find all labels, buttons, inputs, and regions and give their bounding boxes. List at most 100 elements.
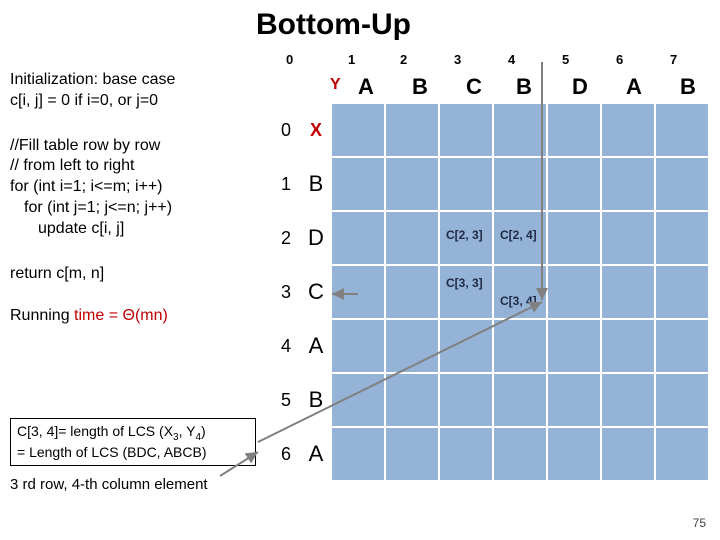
y-3: C	[466, 74, 482, 100]
y-label: Y	[330, 76, 341, 94]
init-line2: c[i, j] = 0 if i=0, or j=0	[10, 91, 260, 112]
col-idx-5: 5	[562, 52, 569, 67]
row-idx-3: 3	[272, 266, 300, 318]
cell-3-4: C[3, 4]	[494, 266, 546, 318]
x-4: A	[302, 320, 330, 372]
cell-4-1	[332, 320, 384, 372]
col-idx-2: 2	[400, 52, 407, 67]
cell-4-4	[494, 320, 546, 372]
cell-1-2	[386, 158, 438, 210]
annot-c33: C[3, 3]	[446, 276, 483, 290]
init-line1: Initialization: base case	[10, 70, 260, 91]
explain-part1: C[3, 4]= length of LCS (X	[17, 423, 173, 439]
for-i: for (int i=1; i<=m; i++)	[10, 177, 260, 198]
cell-6-6	[602, 428, 654, 480]
cell-0-7	[656, 104, 708, 156]
cell-4-5	[548, 320, 600, 372]
row-idx-0: 0	[272, 104, 300, 156]
cell-0-2	[386, 104, 438, 156]
cell-4-2	[386, 320, 438, 372]
col-index-row: 0 1 2 3 4 5 6 7	[272, 52, 710, 74]
x-5: B	[302, 374, 330, 426]
cell-1-3	[440, 158, 492, 210]
y-7: B	[680, 74, 696, 100]
annot-c34: C[3, 4]	[500, 294, 537, 308]
row-idx-5: 5	[272, 374, 300, 426]
fill-comment2: // from left to right	[10, 156, 260, 177]
y-6: A	[626, 74, 642, 100]
cell-6-3	[440, 428, 492, 480]
cell-3-5	[548, 266, 600, 318]
page-title: Bottom-Up	[256, 8, 411, 42]
cell-1-7	[656, 158, 708, 210]
col-idx-4: 4	[508, 52, 515, 67]
cell-6-4	[494, 428, 546, 480]
col-idx-7: 7	[670, 52, 677, 67]
col-idx-6: 6	[616, 52, 623, 67]
col-idx-0: 0	[286, 52, 293, 67]
dp-table: 0 1 2 3 4 5 6 7 Y A B C B D A B 0 X 1 B	[272, 52, 710, 480]
bottom-note-text: 3 rd row, 4-th column element	[10, 476, 208, 493]
cell-2-6	[602, 212, 654, 264]
running-theta: time = Θ(mn)	[74, 307, 168, 324]
cell-4-7	[656, 320, 708, 372]
explain-box: C[3, 4]= length of LCS (X3, Y4) = Length…	[10, 418, 256, 466]
cell-3-2	[386, 266, 438, 318]
cell-5-4	[494, 374, 546, 426]
col-idx-1: 1	[348, 52, 355, 67]
row-idx-6: 6	[272, 428, 300, 480]
x-label: X	[302, 104, 330, 156]
explain-part2: , Y	[179, 423, 196, 439]
x-2: D	[302, 212, 330, 264]
x-3: C	[302, 266, 330, 318]
cell-2-2	[386, 212, 438, 264]
col-idx-3: 3	[454, 52, 461, 67]
annot-c23: C[2, 3]	[446, 228, 483, 242]
annot-c24: C[2, 4]	[500, 228, 537, 242]
y-4: B	[516, 74, 532, 100]
cell-0-1	[332, 104, 384, 156]
grid: 0 X 1 B 2 D C[2, 3] C[2, 4] 3 C C[3, 3]	[272, 104, 710, 480]
fill-comment1: //Fill table row by row	[10, 136, 260, 157]
cell-6-7	[656, 428, 708, 480]
cell-3-6	[602, 266, 654, 318]
page-number: 75	[693, 516, 706, 530]
running-time: Running time = Θ(mn)	[10, 306, 260, 327]
y-seq-row: Y A B C B D A B	[272, 74, 710, 104]
cell-2-5	[548, 212, 600, 264]
cell-1-1	[332, 158, 384, 210]
cell-5-7	[656, 374, 708, 426]
explain-line2: = Length of LCS (BDC, ABCB)	[17, 444, 249, 461]
y-2: B	[412, 74, 428, 100]
cell-2-1	[332, 212, 384, 264]
return-line: return c[m, n]	[10, 264, 260, 285]
row-idx-4: 4	[272, 320, 300, 372]
cell-5-1	[332, 374, 384, 426]
update-line: update c[i, j]	[10, 219, 260, 240]
explain-part3: )	[201, 423, 206, 439]
running-prefix: Running	[10, 307, 74, 324]
cell-0-5	[548, 104, 600, 156]
cell-5-5	[548, 374, 600, 426]
row-idx-2: 2	[272, 212, 300, 264]
cell-1-5	[548, 158, 600, 210]
y-1: A	[358, 74, 374, 100]
cell-2-7	[656, 212, 708, 264]
cell-4-6	[602, 320, 654, 372]
cell-0-4	[494, 104, 546, 156]
cell-0-6	[602, 104, 654, 156]
cell-2-3: C[2, 3]	[440, 212, 492, 264]
left-column: Initialization: base case c[i, j] = 0 if…	[10, 70, 260, 327]
x-1: B	[302, 158, 330, 210]
cell-5-6	[602, 374, 654, 426]
cell-4-3	[440, 320, 492, 372]
row-idx-1: 1	[272, 158, 300, 210]
cell-6-5	[548, 428, 600, 480]
for-j: for (int j=1; j<=n; j++)	[10, 198, 260, 219]
cell-5-3	[440, 374, 492, 426]
cell-1-6	[602, 158, 654, 210]
bottom-note: 3 rd row, 4-th column element	[10, 476, 208, 493]
cell-3-1	[332, 266, 384, 318]
cell-3-3: C[3, 3]	[440, 266, 492, 318]
y-5: D	[572, 74, 588, 100]
